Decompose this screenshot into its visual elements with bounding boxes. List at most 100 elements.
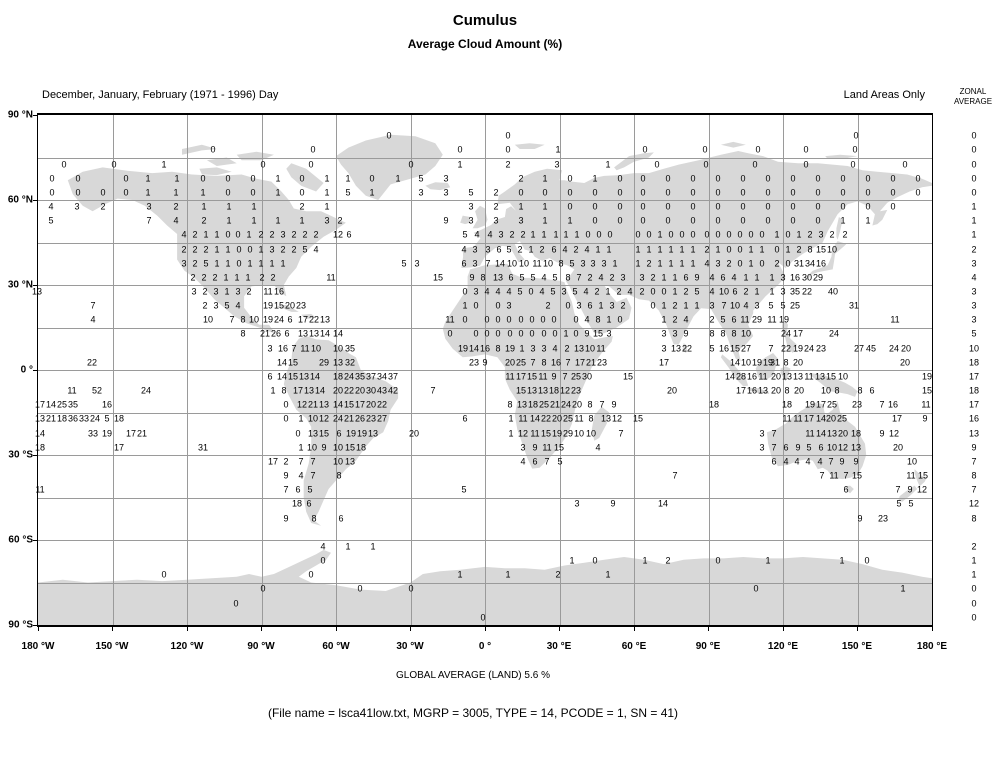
map-value: 13 bbox=[573, 343, 585, 354]
map-value: 3 bbox=[661, 343, 667, 354]
map-value: 17 bbox=[292, 385, 304, 396]
map-value: 1 bbox=[298, 442, 304, 453]
map-value: 1 bbox=[145, 173, 151, 184]
map-value: 1 bbox=[519, 343, 525, 354]
map-value: 4 bbox=[520, 456, 526, 467]
map-value: 20 bbox=[900, 343, 912, 354]
zonal-average-value: 0 bbox=[971, 144, 977, 155]
map-value: 40 bbox=[827, 286, 839, 297]
map-value: 1 bbox=[605, 159, 611, 170]
map-value: 37 bbox=[365, 371, 377, 382]
landmass bbox=[236, 151, 274, 161]
map-value: 20 bbox=[354, 385, 366, 396]
map-value: 0 bbox=[865, 173, 871, 184]
map-value: 1 bbox=[345, 541, 351, 552]
map-value: 6 bbox=[587, 300, 593, 311]
map-value: 22 bbox=[540, 413, 552, 424]
map-value: 1 bbox=[661, 272, 667, 283]
map-value: 25 bbox=[836, 413, 848, 424]
longitude-tick bbox=[336, 626, 337, 631]
map-value: 12 bbox=[888, 428, 900, 439]
map-value: 0 bbox=[853, 130, 859, 141]
map-value: 21 bbox=[307, 399, 319, 410]
map-value: 2 bbox=[520, 229, 526, 240]
map-value: 10 bbox=[332, 442, 344, 453]
map-value: 11 bbox=[921, 399, 931, 410]
latitude-tick bbox=[33, 625, 38, 626]
map-value: 20 bbox=[408, 428, 420, 439]
landmass bbox=[472, 205, 488, 229]
map-value: 6 bbox=[783, 442, 789, 453]
map-value: 35 bbox=[354, 371, 366, 382]
map-value: 7 bbox=[562, 371, 568, 382]
map-value: 3 bbox=[518, 215, 524, 226]
map-value: 0 bbox=[518, 314, 524, 325]
gridline-vertical bbox=[187, 115, 188, 625]
map-value: 3 bbox=[606, 328, 612, 339]
map-value: 0 bbox=[640, 201, 646, 212]
zonal-average-value: 4 bbox=[971, 272, 977, 283]
zonal-average-value: 12 bbox=[968, 498, 980, 509]
map-value: 0 bbox=[640, 187, 646, 198]
map-value: 0 bbox=[607, 229, 613, 240]
map-value: 3 bbox=[473, 286, 479, 297]
map-value: 0 bbox=[790, 187, 796, 198]
map-value: 6 bbox=[869, 385, 875, 396]
map-value: 0 bbox=[890, 187, 896, 198]
map-value: 8 bbox=[558, 258, 564, 269]
map-value: 0 bbox=[765, 215, 771, 226]
map-value: 3 bbox=[759, 442, 765, 453]
zonal-average-value: 1 bbox=[971, 201, 977, 212]
map-value: 2 bbox=[299, 201, 305, 212]
map-value: 1 bbox=[865, 215, 871, 226]
map-value: 14 bbox=[276, 357, 288, 368]
map-value: 0 bbox=[715, 215, 721, 226]
map-value: 6 bbox=[338, 513, 344, 524]
map-value: 19 bbox=[778, 314, 790, 325]
map-value: 8 bbox=[240, 328, 246, 339]
map-value: 10 bbox=[573, 428, 585, 439]
map-value: 29 bbox=[812, 272, 824, 283]
map-value: 15 bbox=[526, 371, 538, 382]
map-value: 0 bbox=[236, 244, 242, 255]
map-value: 19 bbox=[792, 343, 804, 354]
gridline-vertical bbox=[485, 115, 486, 625]
map-value: 11 bbox=[829, 470, 839, 481]
map-value: 13 bbox=[303, 385, 315, 396]
map-value: 7 bbox=[291, 343, 297, 354]
map-value: 0 bbox=[310, 144, 316, 155]
map-value: 1 bbox=[299, 215, 305, 226]
map-value: 0 bbox=[890, 201, 896, 212]
map-value: 13 bbox=[297, 328, 309, 339]
map-value: 0 bbox=[690, 187, 696, 198]
map-value: 0 bbox=[308, 159, 314, 170]
map-value: 0 bbox=[665, 201, 671, 212]
map-value: 1 bbox=[754, 272, 760, 283]
map-value: 0 bbox=[320, 555, 326, 566]
latitude-label: 60 °N bbox=[7, 194, 33, 206]
map-value: 1 bbox=[251, 215, 257, 226]
map-value: 3 bbox=[554, 159, 560, 170]
map-value: 2 bbox=[246, 286, 252, 297]
map-value: 2 bbox=[190, 272, 196, 283]
map-value: 0 bbox=[250, 187, 256, 198]
map-value: 7 bbox=[895, 484, 901, 495]
map-value: 15 bbox=[825, 371, 837, 382]
map-value: 3 bbox=[672, 328, 678, 339]
map-value: 18 bbox=[291, 498, 303, 509]
map-value: 1 bbox=[612, 258, 618, 269]
map-value: 21 bbox=[549, 399, 561, 410]
map-value: 4 bbox=[683, 314, 689, 325]
map-value: 19 bbox=[345, 428, 357, 439]
map-value: 11 bbox=[805, 428, 815, 439]
map-value: 4 bbox=[704, 258, 710, 269]
map-value: 15 bbox=[592, 328, 604, 339]
map-value: 2 bbox=[203, 244, 209, 255]
landmass bbox=[182, 144, 217, 155]
map-value: 14 bbox=[657, 498, 669, 509]
map-value: 8 bbox=[784, 385, 790, 396]
map-value: 14 bbox=[815, 428, 827, 439]
map-value: 35 bbox=[344, 343, 356, 354]
map-value: 0 bbox=[740, 187, 746, 198]
